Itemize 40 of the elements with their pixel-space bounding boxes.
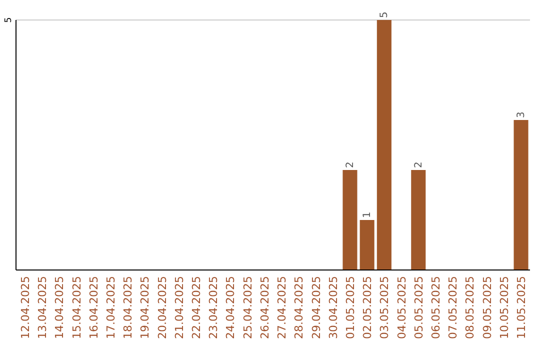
x-tick-label: 15.04.2025: [70, 276, 84, 339]
bar: [514, 120, 528, 270]
x-tick-label: 11.05.2025: [515, 276, 528, 339]
x-tick-label: 01.05.2025: [344, 276, 357, 339]
x-tick-label: 19.04.2025: [138, 276, 152, 339]
bar: [360, 220, 374, 270]
data-label: 3: [516, 112, 528, 118]
x-tick-label: 17.04.2025: [104, 276, 118, 339]
data-label: 5: [379, 12, 390, 18]
x-tick-label: 02.05.2025: [361, 276, 374, 339]
x-tick-label: 20.04.2025: [156, 276, 169, 339]
bar: [411, 170, 426, 270]
data-label: 2: [413, 162, 424, 168]
x-tick-label: 09.05.2025: [480, 276, 494, 339]
x-tick-label: 13.04.2025: [36, 276, 50, 339]
x-tick-label: 07.05.2025: [446, 276, 460, 339]
bar: [342, 170, 358, 270]
x-tick-label: 23.04.2025: [207, 276, 220, 339]
data-label: 1: [362, 212, 374, 218]
x-tick-label: 03.05.2025: [378, 276, 392, 339]
x-tick-label: 05.05.2025: [412, 276, 426, 339]
x-tick-label: 29.04.2025: [310, 276, 323, 339]
x-tick-label: 22.04.2025: [190, 276, 204, 339]
x-tick-label: 16.04.2025: [87, 276, 100, 339]
x-tick-label: 25.04.2025: [241, 276, 254, 339]
x-tick-label: 14.04.2025: [53, 276, 66, 339]
x-tick-label: 12.04.2025: [18, 276, 32, 339]
bar: [376, 20, 392, 270]
x-tick-label: 27.04.2025: [276, 276, 289, 339]
x-tick-label: 04.05.2025: [395, 276, 408, 339]
x-tick-label: 30.04.2025: [326, 276, 340, 339]
data-label: 2: [344, 162, 356, 168]
x-tick-label: 21.04.2025: [172, 276, 186, 339]
x-tick-label: 28.04.2025: [292, 276, 306, 339]
x-tick-label: 10.05.2025: [498, 276, 511, 339]
x-tick-label: 18.04.2025: [122, 276, 135, 339]
x-tick-label: 06.05.2025: [429, 276, 442, 339]
x-tick-label: 08.05.2025: [464, 276, 477, 339]
x-tick-label: 26.04.2025: [258, 276, 272, 339]
x-tick-label: 24.04.2025: [224, 276, 238, 339]
